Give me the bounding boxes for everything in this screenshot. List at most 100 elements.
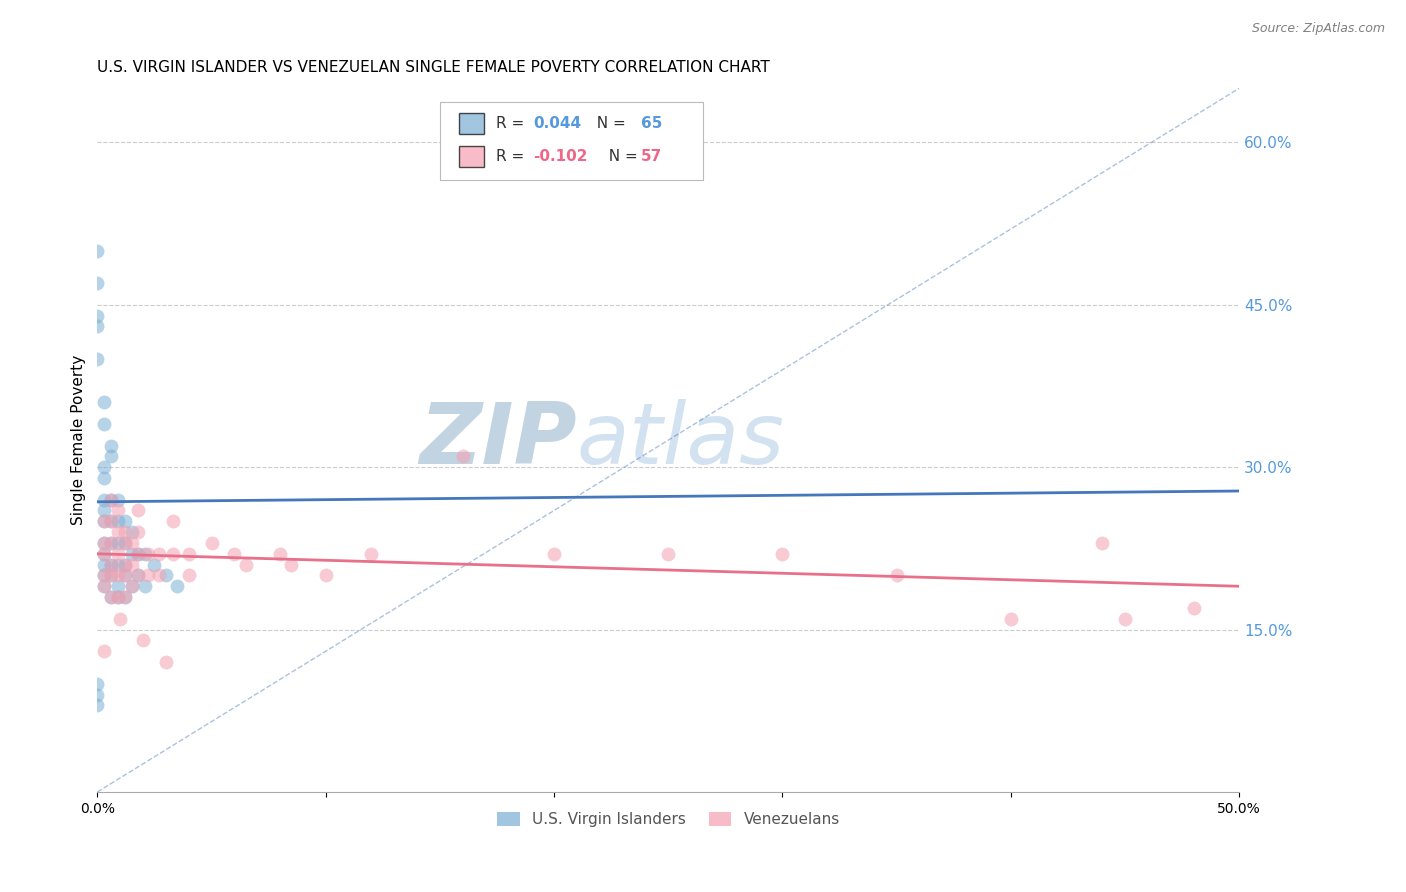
Point (93, 568, 115, 582)
Point (127, 568, 149, 582)
Point (121, 579, 143, 593)
Point (100, 438, 122, 452)
Point (93, 536, 115, 550)
Point (100, 492, 122, 507)
Text: 0.044: 0.044 (533, 116, 582, 131)
Text: atlas: atlas (576, 399, 785, 482)
Point (134, 547, 156, 561)
FancyBboxPatch shape (440, 103, 703, 180)
Point (148, 547, 170, 561)
Point (107, 590, 129, 604)
Point (100, 568, 122, 582)
Point (136, 547, 159, 561)
Point (114, 568, 136, 582)
Point (86, 244, 108, 258)
Point (107, 492, 129, 507)
Point (86, 698, 108, 713)
Point (86, 319, 108, 334)
Point (134, 579, 156, 593)
Point (127, 568, 149, 582)
Point (93, 471, 115, 485)
Point (360, 547, 382, 561)
Point (269, 547, 291, 561)
Point (1091, 536, 1114, 550)
Point (100, 558, 122, 572)
Point (127, 503, 149, 517)
Point (127, 547, 149, 561)
Text: 57: 57 (641, 149, 662, 164)
Point (100, 568, 122, 582)
Point (127, 525, 149, 540)
Text: 65: 65 (641, 116, 662, 131)
Text: -0.102: -0.102 (533, 149, 588, 164)
Point (772, 547, 794, 561)
Point (177, 568, 200, 582)
Point (543, 547, 565, 561)
FancyBboxPatch shape (460, 113, 485, 134)
Point (143, 558, 166, 572)
Point (93, 558, 115, 572)
Point (121, 536, 143, 550)
Point (1114, 612, 1136, 626)
Point (177, 547, 200, 561)
Point (86, 676, 108, 690)
Point (155, 568, 177, 582)
Point (657, 547, 679, 561)
Point (114, 590, 136, 604)
Point (100, 536, 122, 550)
Point (114, 558, 136, 572)
Point (107, 579, 129, 593)
Point (114, 558, 136, 572)
Point (107, 514, 129, 528)
Point (93, 395, 115, 409)
Point (224, 547, 246, 561)
Point (166, 579, 188, 593)
Point (1000, 612, 1022, 626)
Point (148, 568, 170, 582)
Text: U.S. VIRGIN ISLANDER VS VENEZUELAN SINGLE FEMALE POVERTY CORRELATION CHART: U.S. VIRGIN ISLANDER VS VENEZUELAN SINGL… (97, 60, 770, 75)
Point (93, 644, 115, 658)
Point (107, 547, 129, 561)
Point (93, 579, 115, 593)
Point (93, 547, 115, 561)
Point (100, 536, 122, 550)
Point (114, 536, 136, 550)
Point (132, 633, 155, 648)
Point (121, 547, 143, 561)
Point (127, 547, 149, 561)
Point (315, 568, 337, 582)
Point (107, 536, 129, 550)
Point (93, 514, 115, 528)
Point (86, 309, 108, 323)
Text: Source: ZipAtlas.com: Source: ZipAtlas.com (1251, 22, 1385, 36)
Point (107, 568, 129, 582)
Point (100, 492, 122, 507)
Point (93, 579, 115, 593)
Point (114, 525, 136, 540)
Point (93, 460, 115, 475)
Point (100, 590, 122, 604)
Legend: U.S. Virgin Islanders, Venezuelans: U.S. Virgin Islanders, Venezuelans (491, 806, 846, 834)
Point (100, 590, 122, 604)
Point (107, 525, 129, 540)
Point (162, 514, 184, 528)
Point (451, 450, 474, 464)
Point (200, 536, 222, 550)
FancyBboxPatch shape (460, 146, 485, 167)
Text: R =: R = (496, 116, 529, 131)
Point (93, 503, 115, 517)
Point (100, 514, 122, 528)
Text: ZIP: ZIP (419, 399, 576, 482)
Point (121, 525, 143, 540)
Point (100, 558, 122, 572)
Text: N =: N = (599, 149, 643, 164)
Point (155, 655, 177, 669)
Point (114, 536, 136, 550)
Point (108, 612, 131, 626)
Point (93, 568, 115, 582)
Point (107, 590, 129, 604)
Point (886, 568, 908, 582)
Point (86, 688, 108, 702)
Point (100, 450, 122, 464)
Point (114, 590, 136, 604)
